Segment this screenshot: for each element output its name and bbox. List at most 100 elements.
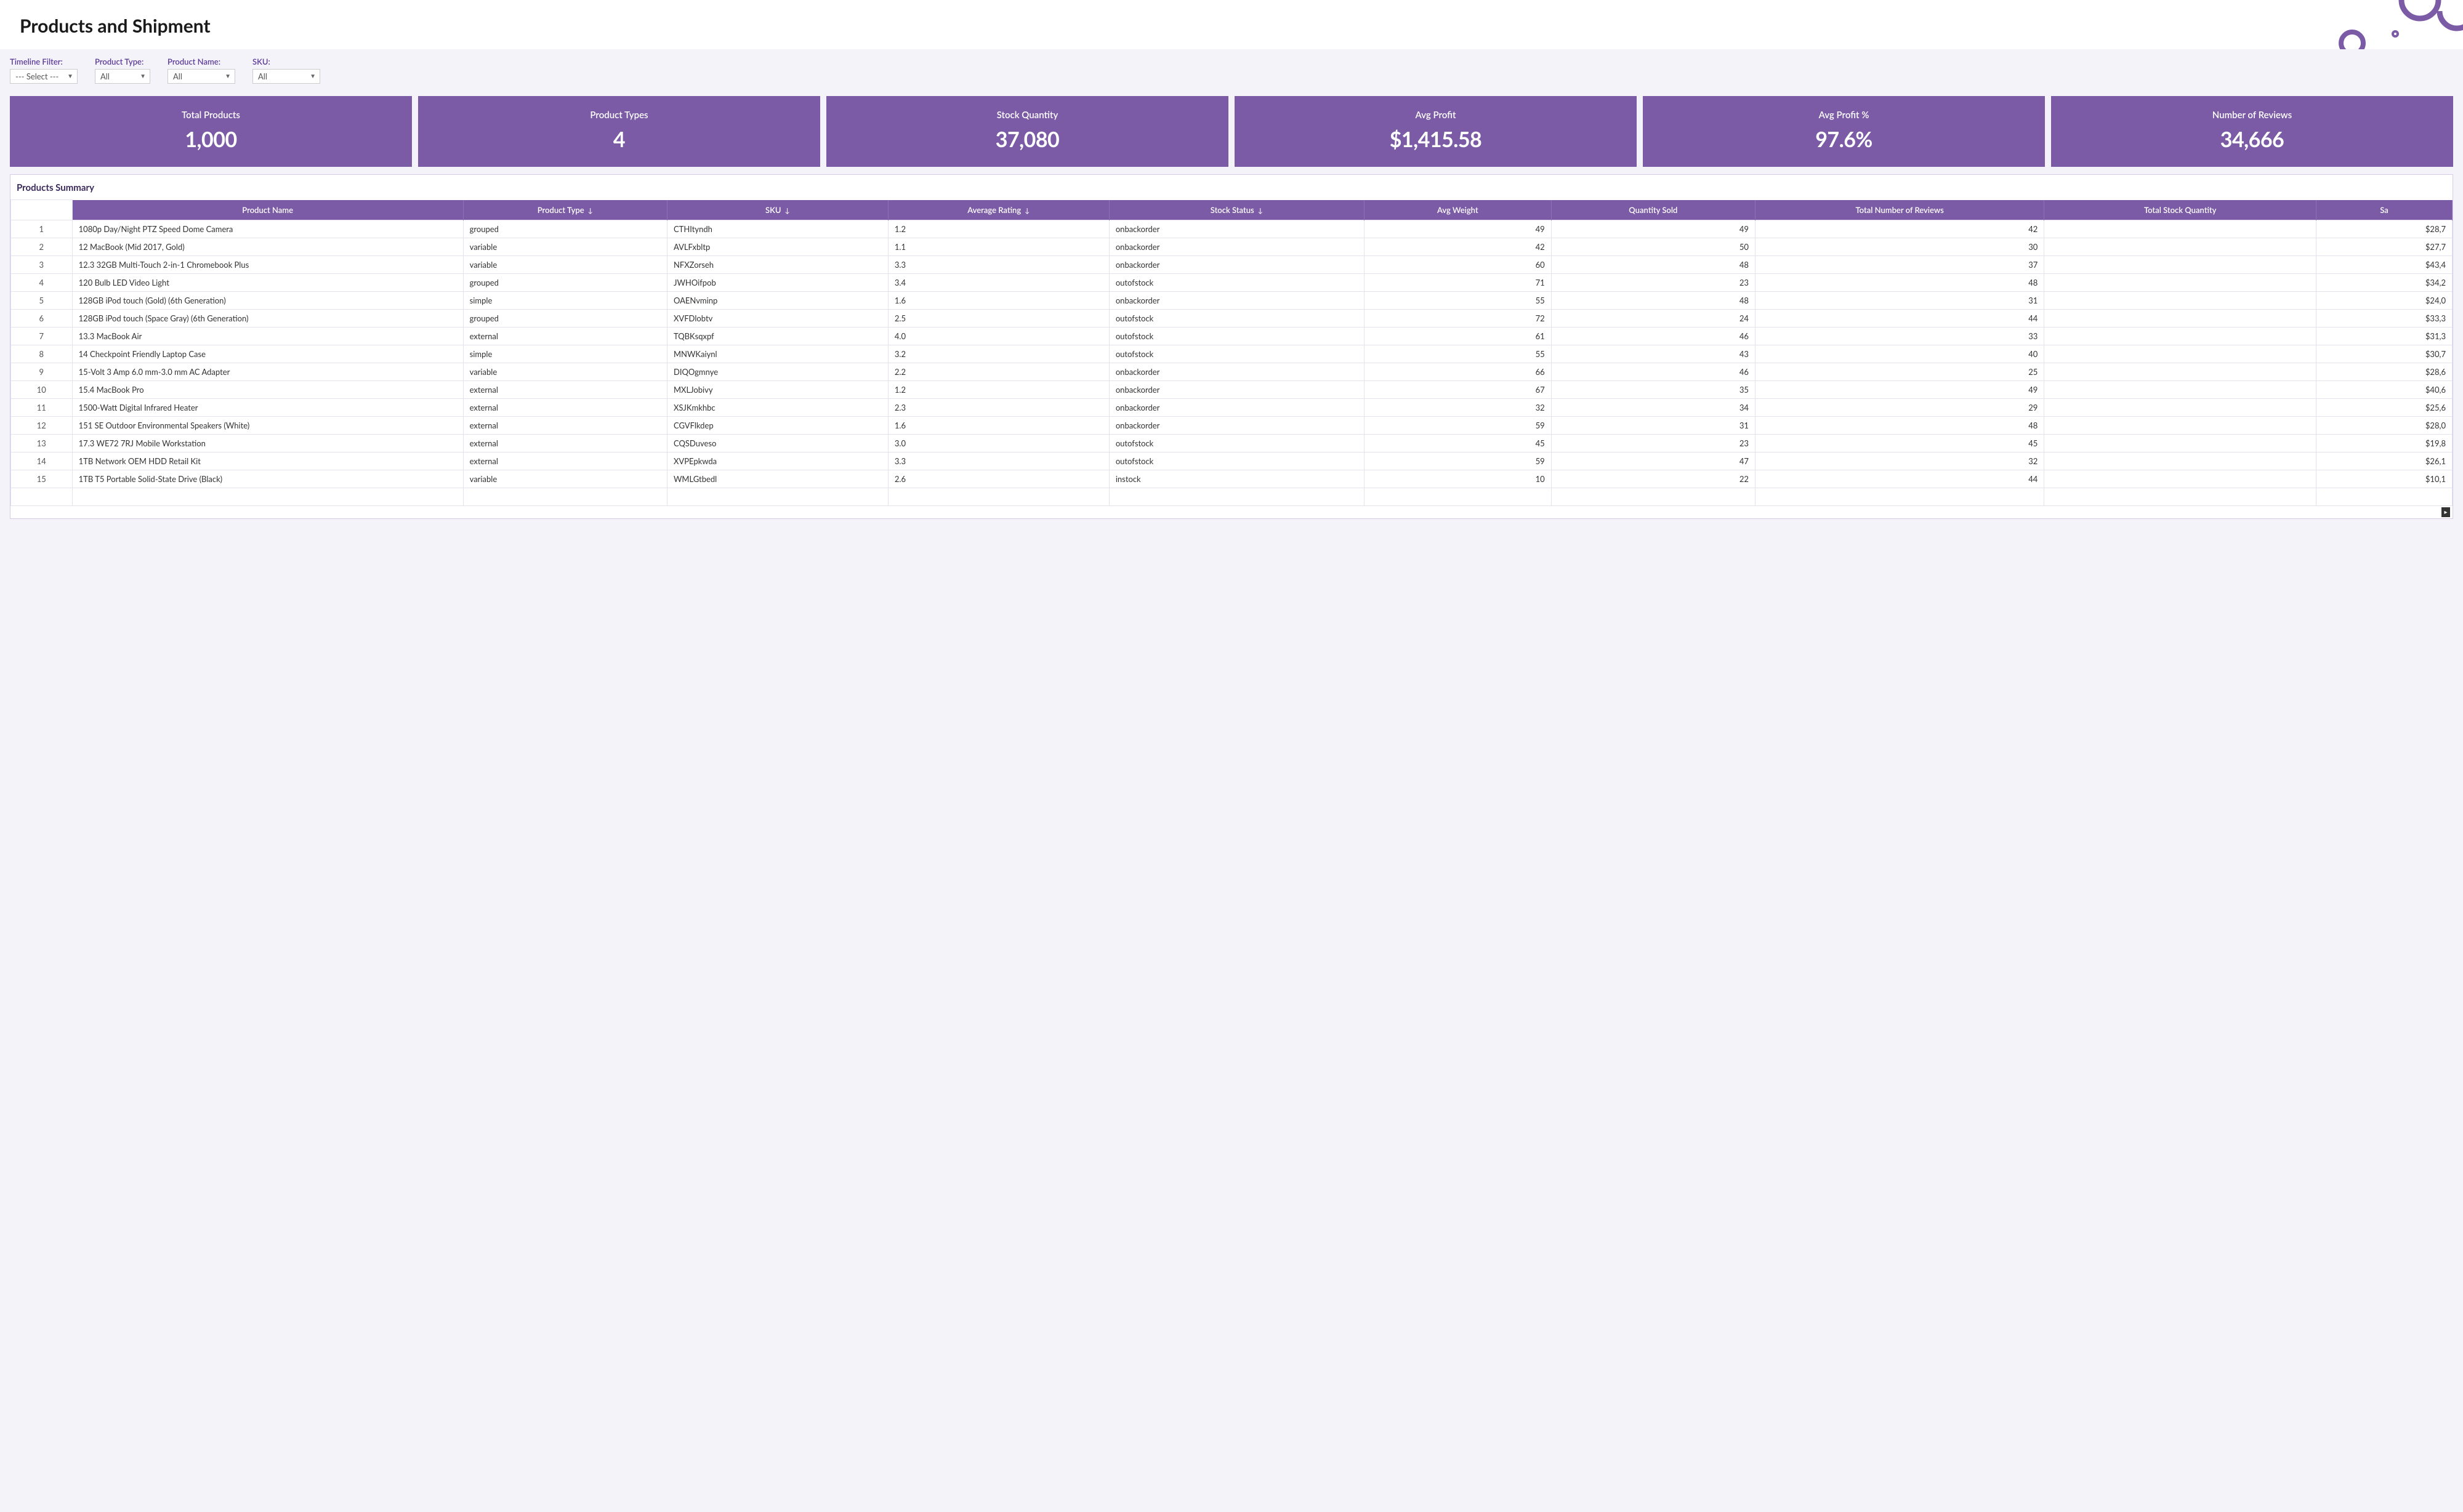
row-number: 3 [11,255,73,273]
kpi-value: 4 [424,127,814,152]
column-header-qty_sold[interactable]: Quantity Sold [1551,200,1755,220]
dashboard-page: Products and Shipment Timeline Filter: -… [0,0,2463,1512]
cell-product_name: 1TB T5 Portable Solid-State Drive (Black… [72,470,463,488]
chevron-down-icon: ▼ [67,73,73,80]
cell-total_stock_qty [2044,363,2316,380]
table-row[interactable]: 814 Checkpoint Friendly Laptop Casesimpl… [11,345,2453,363]
cell-total_stock_qty [2044,380,2316,398]
table-row[interactable]: 4120 Bulb LED Video LightgroupedJWHOifpo… [11,273,2453,291]
cell-sales_partial: $30,7 [2316,345,2453,363]
row-number: 9 [11,363,73,380]
table-row[interactable]: 713.3 MacBook AirexternalTQBKsqxpf4.0out… [11,327,2453,345]
chevron-down-icon: ▼ [225,73,231,80]
cell-sku: CTHItyndh [667,220,888,238]
column-header-rownum [11,200,73,220]
cell-avg_weight: 72 [1364,309,1551,327]
column-header-product_type[interactable]: Product Type↓ [463,200,667,220]
column-header-sales_partial[interactable]: Sa [2316,200,2453,220]
cell-avg_rating: 2.5 [888,309,1109,327]
cell-total_reviews: 31 [1755,291,2044,309]
cell-product_name: 128GB iPod touch (Space Gray) (6th Gener… [72,309,463,327]
filter-product-type: Product Type: All ▼ [95,57,150,84]
column-header-sku[interactable]: SKU↓ [667,200,888,220]
column-header-avg_weight[interactable]: Avg Weight [1364,200,1551,220]
table-row[interactable]: 1015.4 MacBook ProexternalMXLJobivy1.2on… [11,380,2453,398]
kpi-label: Product Types [424,110,814,121]
table-row[interactable]: 141TB Network OEM HDD Retail Kitexternal… [11,452,2453,470]
table-row[interactable]: 1317.3 WE72 7RJ Mobile Workstationextern… [11,434,2453,452]
cell-sales_partial: $34,2 [2316,273,2453,291]
kpi-card: Product Types 4 [418,96,820,167]
cell-total_reviews: 30 [1755,238,2044,255]
table-row[interactable]: 6128GB iPod touch (Space Gray) (6th Gene… [11,309,2453,327]
filter-sku-select[interactable]: All ▼ [252,69,320,84]
cell-product_type: simple [463,291,667,309]
table-row[interactable]: 111500-Watt Digital Infrared Heaterexter… [11,398,2453,416]
kpi-label: Number of Reviews [2057,110,2447,121]
filter-bar: Timeline Filter: --- Select --- ▼ Produc… [0,49,2463,92]
cell-total_reviews: 48 [1755,273,2044,291]
cell-avg_weight: 66 [1364,363,1551,380]
filter-sku-label: SKU: [252,57,320,66]
cell-avg_weight: 55 [1364,345,1551,363]
table-row[interactable]: 212 MacBook (Mid 2017, Gold)variableAVLF… [11,238,2453,255]
table-row[interactable]: 12151 SE Outdoor Environmental Speakers … [11,416,2453,434]
filter-product-name-select[interactable]: All ▼ [167,69,235,84]
cell-stock_status: onbackorder [1109,255,1364,273]
cell-total_reviews: 40 [1755,345,2044,363]
cell-product_name: 120 Bulb LED Video Light [72,273,463,291]
cell-qty_sold: 48 [1551,255,1755,273]
row-number: 4 [11,273,73,291]
filter-timeline-select[interactable]: --- Select --- ▼ [10,69,78,84]
cell-total_reviews: 32 [1755,452,2044,470]
cell-total_stock_qty [2044,220,2316,238]
cell-product_name: 15.4 MacBook Pro [72,380,463,398]
filter-product-type-select[interactable]: All ▼ [95,69,150,84]
column-header-avg_rating[interactable]: Average Rating↓ [888,200,1109,220]
cell-total_reviews: 49 [1755,380,2044,398]
cell-product_type: external [463,398,667,416]
column-header-product_name[interactable]: Product Name [72,200,463,220]
cell-avg_weight: 59 [1364,416,1551,434]
kpi-value: 1,000 [16,127,406,152]
filter-product-type-value: All [100,71,110,81]
cell-stock_status: outofstock [1109,309,1364,327]
cell-total_reviews: 42 [1755,220,2044,238]
row-number: 14 [11,452,73,470]
cell-avg_weight: 10 [1364,470,1551,488]
column-header-total_reviews[interactable]: Total Number of Reviews [1755,200,2044,220]
kpi-card: Total Products1,000 [10,96,412,167]
filter-sku-value: All [258,71,267,81]
cell-qty_sold: 49 [1551,220,1755,238]
cell-qty_sold: 46 [1551,327,1755,345]
cell-total_stock_qty [2044,470,2316,488]
table-row[interactable]: 5128GB iPod touch (Gold) (6th Generation… [11,291,2453,309]
cell-qty_sold: 31 [1551,416,1755,434]
cell-stock_status: outofstock [1109,452,1364,470]
table-row[interactable]: 151TB T5 Portable Solid-State Drive (Bla… [11,470,2453,488]
table-row[interactable]: 312.3 32GB Multi-Touch 2-in-1 Chromebook… [11,255,2453,273]
cell-sku: CQSDuveso [667,434,888,452]
row-number: 12 [11,416,73,434]
column-header-stock_status[interactable]: Stock Status↓ [1109,200,1364,220]
cell-avg_rating: 1.2 [888,380,1109,398]
cell-sales_partial: $28,7 [2316,220,2453,238]
cell-sales_partial: $27,7 [2316,238,2453,255]
table-scroll-wrap[interactable]: Product NameProduct Type↓SKU↓Average Rat… [10,199,2453,506]
column-header-total_stock_qty[interactable]: Total Stock Quantity [2044,200,2316,220]
scroll-right-button[interactable]: ▸ [2441,507,2450,517]
filter-product-name-label: Product Name: [167,57,235,66]
sort-arrow-icon: ↓ [1258,207,1263,215]
cell-product_name: 15-Volt 3 Amp 6.0 mm-3.0 mm AC Adapter [72,363,463,380]
cell-avg_weight: 49 [1364,220,1551,238]
table-row[interactable]: 915-Volt 3 Amp 6.0 mm-3.0 mm AC Adapterv… [11,363,2453,380]
column-header-label: Total Stock Quantity [2144,205,2216,215]
cell-total_reviews: 33 [1755,327,2044,345]
row-number: 8 [11,345,73,363]
table-row[interactable]: 11080p Day/Night PTZ Speed Dome Cameragr… [11,220,2453,238]
cell-avg_weight: 60 [1364,255,1551,273]
cell-empty [1551,488,1755,505]
cell-avg_weight: 61 [1364,327,1551,345]
cell-total_stock_qty [2044,309,2316,327]
cell-avg_weight: 71 [1364,273,1551,291]
